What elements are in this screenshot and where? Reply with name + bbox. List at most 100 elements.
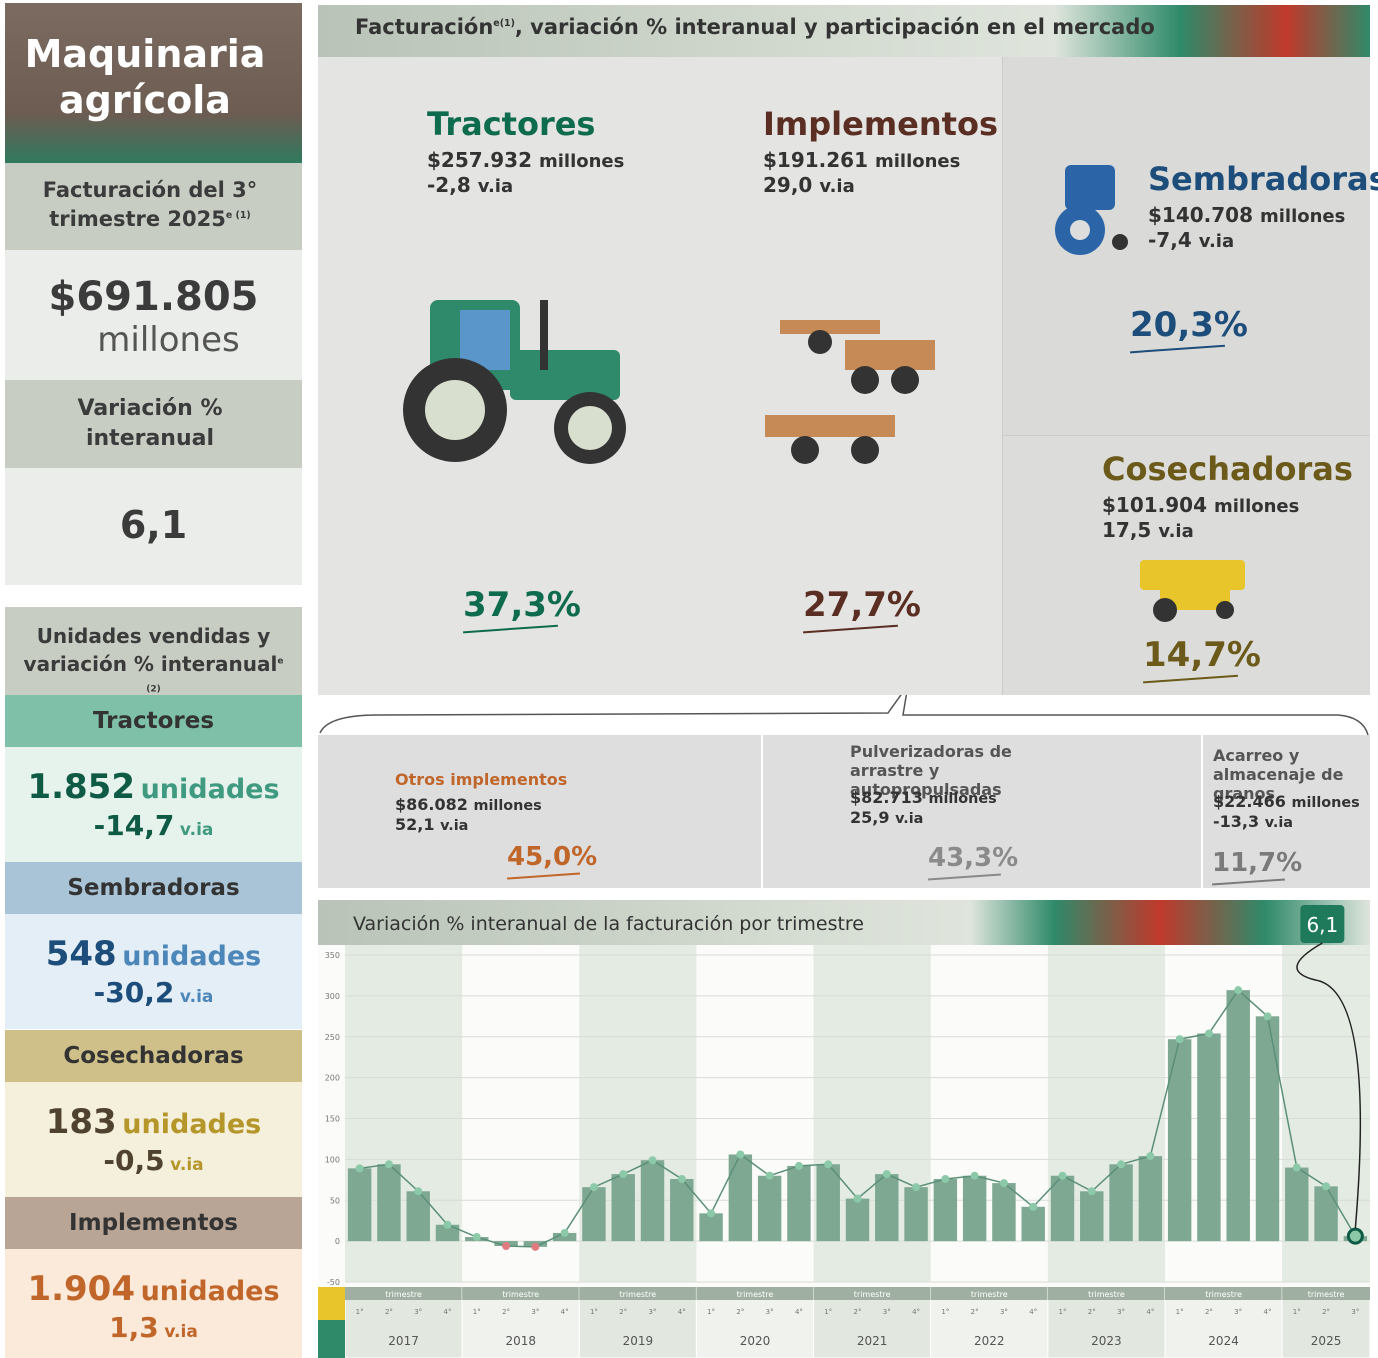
point [561, 1229, 569, 1237]
bar [1051, 1176, 1074, 1241]
segment-variation-line: 29,0 v.ia [763, 173, 855, 197]
point [1348, 1229, 1362, 1243]
quarter-row-label: trimestre [385, 1290, 422, 1299]
x-tick-label: 2° [385, 1308, 393, 1316]
x-tick-label: 3° [414, 1308, 422, 1316]
x-tick-label: 2° [1205, 1308, 1213, 1316]
point [414, 1187, 422, 1195]
bar [1227, 990, 1250, 1241]
segment-share: 14,7% [1143, 635, 1261, 675]
x-tick-label: 2° [1088, 1308, 1096, 1316]
revenue-unit: millones [20, 322, 317, 359]
unit-name: Tractores [5, 708, 302, 734]
segment-amount-line: $22.466 millones [1213, 792, 1360, 811]
bar [699, 1213, 722, 1241]
revenue-title: Facturacióne(1), variación % interanual … [355, 16, 1155, 39]
segment-variation-line: -13,3 v.ia [1213, 812, 1293, 831]
point [824, 1160, 832, 1168]
tractor-illustration [400, 290, 640, 470]
x-tick-label: 3° [1117, 1308, 1125, 1316]
segment-amount-line: $101.904 millones [1102, 493, 1299, 517]
point [736, 1150, 744, 1158]
segment-variation-line: 25,9 v.ia [850, 808, 923, 827]
x-tick-label: 2° [619, 1308, 627, 1316]
quarter-row-label: trimestre [1205, 1290, 1242, 1299]
segment-amount: $191.261 [763, 148, 868, 172]
point [444, 1221, 452, 1229]
unit-variation-unit: v.ia [164, 1322, 197, 1342]
unit-line: 1.904 unidades [5, 1269, 302, 1309]
quarter-row-label: trimestre [502, 1290, 539, 1299]
point [502, 1242, 510, 1250]
segment-variation-unit: v.ia [478, 176, 513, 197]
x-tick-label: 1° [1059, 1308, 1067, 1316]
quarter-row-label: trimestre [1088, 1290, 1125, 1299]
bar [1285, 1168, 1308, 1242]
segment-unit: millones [473, 798, 541, 814]
x-tick-label: 4° [795, 1308, 803, 1316]
unit-variation-unit: v.ia [170, 1155, 203, 1175]
variation-label: Variación % interanual [60, 394, 240, 453]
x-tick-label: 4° [561, 1308, 569, 1316]
year-label: 2024 [1208, 1334, 1239, 1348]
segment-variation-unit: v.ia [895, 811, 923, 827]
segment-amount-line: $257.932 millones [427, 148, 624, 172]
unit-count: 548 [46, 934, 117, 974]
year-label: 2019 [623, 1334, 654, 1348]
x-tick-label: 1° [356, 1308, 364, 1316]
point [1000, 1179, 1008, 1187]
point [619, 1170, 627, 1178]
x-tick-label: 1° [824, 1308, 832, 1316]
unit-variation-unit: v.ia [180, 820, 213, 840]
segment-variation-line: -2,8 v.ia [427, 173, 513, 197]
quarter-row-label: trimestre [1308, 1290, 1345, 1299]
unit-count: 1.904 [27, 1269, 135, 1309]
segment-name: Sembradoras [1148, 160, 1368, 198]
point [795, 1162, 803, 1170]
quarter-row-label: trimestre [620, 1290, 657, 1299]
x-tick-label: 1° [590, 1308, 598, 1316]
bar [1139, 1156, 1162, 1241]
sidebar-title: Maquinaria agrícola [20, 32, 270, 123]
point [1146, 1152, 1154, 1160]
point [1176, 1035, 1184, 1043]
x-tick-label: 2° [1322, 1308, 1330, 1316]
quarter-row-label: trimestre [854, 1290, 891, 1299]
unit-line: 1,3 v.ia [5, 1311, 302, 1344]
bar [348, 1168, 371, 1241]
segment-unit: millones [539, 151, 624, 172]
x-tick-label: 2° [854, 1308, 862, 1316]
x-tick-label: 3° [1234, 1308, 1242, 1316]
year-label: 2017 [388, 1334, 419, 1348]
point [1088, 1187, 1096, 1195]
x-tick-label: 1° [1293, 1308, 1301, 1316]
segment-variation-line: 52,1 v.ia [395, 815, 468, 834]
unit-label: unidades [141, 1276, 280, 1307]
segment-name: Otros implementos [395, 770, 595, 789]
unit-label: unidades [122, 1109, 261, 1140]
point [649, 1156, 657, 1164]
x-tick-label: 4° [912, 1308, 920, 1316]
segment-variation-unit: v.ia [1265, 815, 1293, 831]
point [707, 1209, 715, 1217]
quarter-row-label: trimestre [971, 1290, 1008, 1299]
y-tick-label: 150 [325, 1115, 340, 1124]
segment-name: Cosechadoras [1102, 450, 1362, 488]
y-tick-label: 200 [325, 1074, 340, 1083]
brace-line [320, 695, 1368, 735]
segment-variation-unit: v.ia [819, 176, 854, 197]
revenue-label: Facturación del 3° trimestre 2025e (1) [35, 176, 265, 235]
segment-amount: $140.708 [1148, 203, 1253, 227]
segment-amount: $86.082 [395, 795, 468, 814]
x-tick-label: 4° [444, 1308, 452, 1316]
segment-share: 45,0% [507, 842, 597, 872]
x-tick-label: 4° [1029, 1308, 1037, 1316]
unit-variation: -30,2 [94, 976, 175, 1009]
unit-line: -14,7 v.ia [5, 809, 302, 842]
x-tick-label: 3° [766, 1308, 774, 1316]
value-label: 6,1 [1306, 913, 1338, 937]
segment-unit: millones [1214, 496, 1299, 517]
segment-variation-unit: v.ia [440, 818, 468, 834]
unit-name: Implementos [5, 1210, 302, 1236]
x-tick-label: 3° [1000, 1308, 1008, 1316]
